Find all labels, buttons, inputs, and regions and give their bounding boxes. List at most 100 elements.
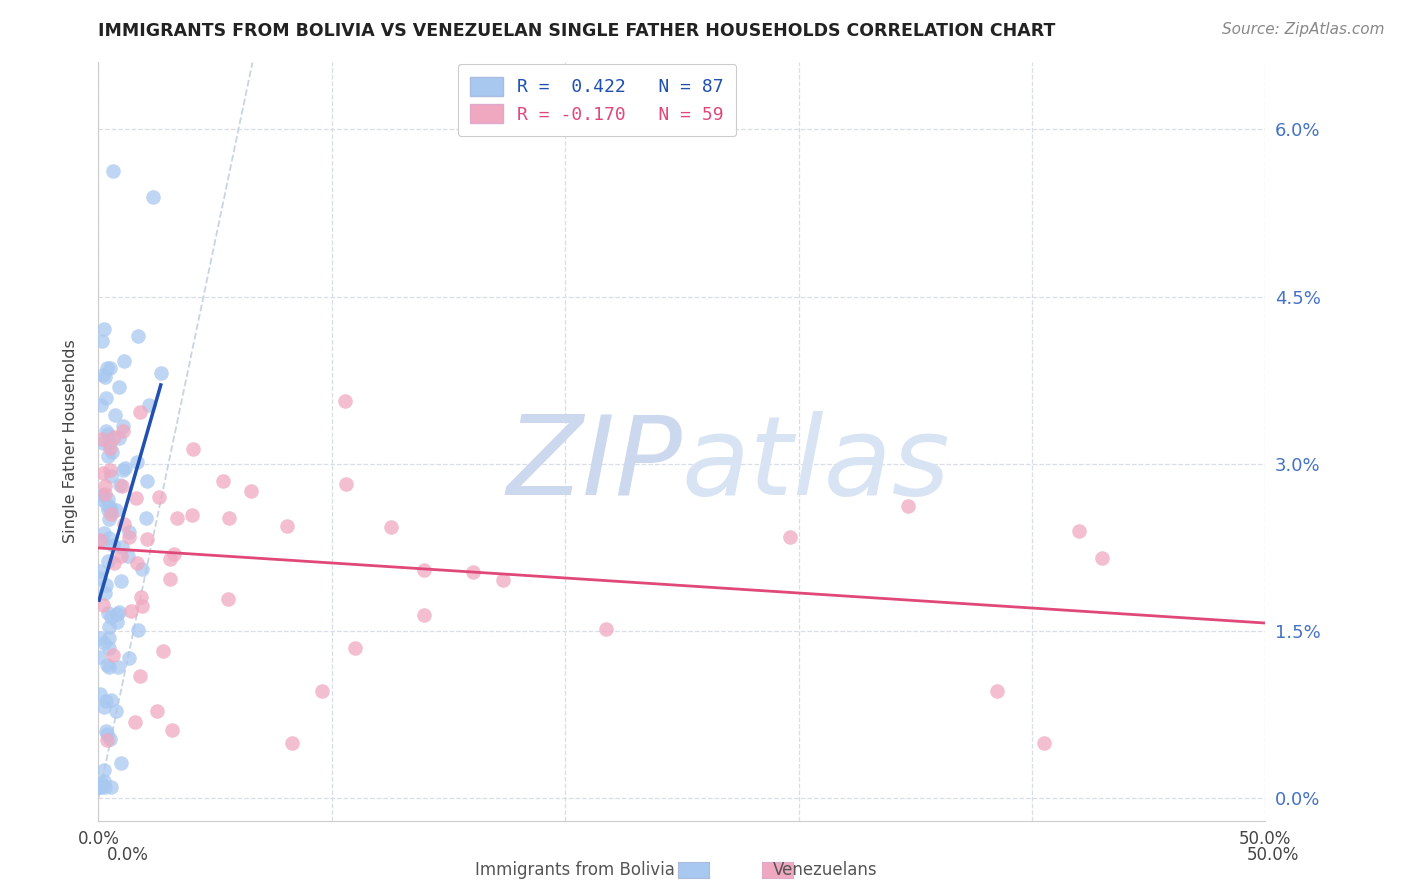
Point [100, 693, 122, 707]
Point [97, 449, 120, 463]
Point [96, 657, 118, 672]
Point [131, 599, 153, 613]
Point [96, 499, 118, 513]
Point [93, 322, 115, 336]
Point [97, 503, 120, 517]
Point [136, 474, 159, 488]
Point [142, 190, 165, 204]
Point [1067, 524, 1090, 538]
Point [124, 714, 146, 729]
Point [91, 436, 114, 450]
Point [94, 370, 117, 384]
Point [100, 469, 122, 483]
Point [343, 640, 366, 655]
Point [148, 490, 170, 504]
Point [87, 650, 110, 665]
Point [104, 409, 127, 423]
Point [163, 547, 186, 561]
Point [101, 164, 124, 178]
Point [112, 354, 135, 368]
Point [97, 554, 120, 568]
Point [111, 479, 134, 493]
Point [212, 474, 235, 488]
Point [91, 368, 114, 383]
Point [96, 360, 118, 375]
Point [117, 651, 139, 665]
Point [108, 431, 131, 445]
Point [1091, 550, 1114, 565]
Point [183, 442, 205, 456]
Text: atlas: atlas [682, 411, 950, 517]
Point [89, 687, 111, 701]
Point [103, 556, 125, 570]
Point [125, 556, 148, 570]
Point [101, 445, 124, 459]
Point [90, 398, 112, 412]
Point [97, 531, 120, 545]
Text: Source: ZipAtlas.com: Source: ZipAtlas.com [1222, 22, 1385, 37]
Point [100, 780, 122, 795]
Point [105, 615, 128, 629]
Point [117, 549, 139, 563]
Point [100, 731, 122, 746]
Point [110, 756, 132, 770]
Point [90, 780, 112, 795]
Point [98, 620, 121, 634]
Point [93, 526, 115, 541]
Y-axis label: Single Father Households: Single Father Households [63, 340, 77, 543]
Text: 0.0%: 0.0% [107, 846, 149, 863]
Point [101, 648, 124, 662]
Point [129, 590, 152, 604]
Point [181, 508, 204, 522]
Point [100, 507, 122, 521]
Point [111, 540, 134, 554]
Point [98, 361, 121, 376]
Point [103, 430, 125, 444]
Point [218, 591, 240, 606]
Point [97, 426, 120, 441]
Point [91, 599, 114, 613]
Point [96, 727, 118, 741]
Point [166, 511, 188, 525]
Point [114, 517, 136, 532]
Point [89, 570, 111, 584]
Legend: R =  0.422   N = 87, R = -0.170   N = 59: R = 0.422 N = 87, R = -0.170 N = 59 [457, 64, 737, 136]
Point [96, 733, 118, 747]
Point [91, 467, 114, 481]
Point [107, 660, 129, 674]
Point [94, 391, 117, 405]
Point [89, 631, 111, 645]
Point [98, 641, 121, 656]
Point [94, 578, 117, 592]
Point [112, 463, 135, 477]
Point [110, 477, 132, 491]
Point [413, 563, 436, 577]
Point [120, 604, 142, 618]
Point [96, 425, 118, 439]
Point [87, 780, 110, 795]
Point [97, 491, 120, 506]
Point [129, 404, 152, 418]
Point [94, 487, 117, 501]
Point [152, 644, 174, 658]
Point [90, 334, 112, 349]
Point [335, 394, 357, 409]
Point [127, 329, 149, 343]
Point [280, 735, 302, 749]
Text: IMMIGRANTS FROM BOLIVIA VS VENEZUELAN SINGLE FATHER HOUSEHOLDS CORRELATION CHART: IMMIGRANTS FROM BOLIVIA VS VENEZUELAN SI… [98, 22, 1056, 40]
Point [93, 699, 115, 714]
Point [93, 774, 115, 789]
Text: Venezuelans: Venezuelans [773, 861, 877, 879]
Point [93, 780, 115, 795]
Point [91, 488, 114, 502]
Point [111, 418, 134, 433]
Point [89, 533, 111, 547]
Point [100, 610, 122, 624]
Point [112, 424, 135, 438]
Point [127, 624, 149, 638]
Point [118, 530, 141, 544]
Point [159, 551, 181, 566]
Point [110, 574, 132, 589]
Point [335, 477, 357, 491]
Point [97, 660, 120, 674]
